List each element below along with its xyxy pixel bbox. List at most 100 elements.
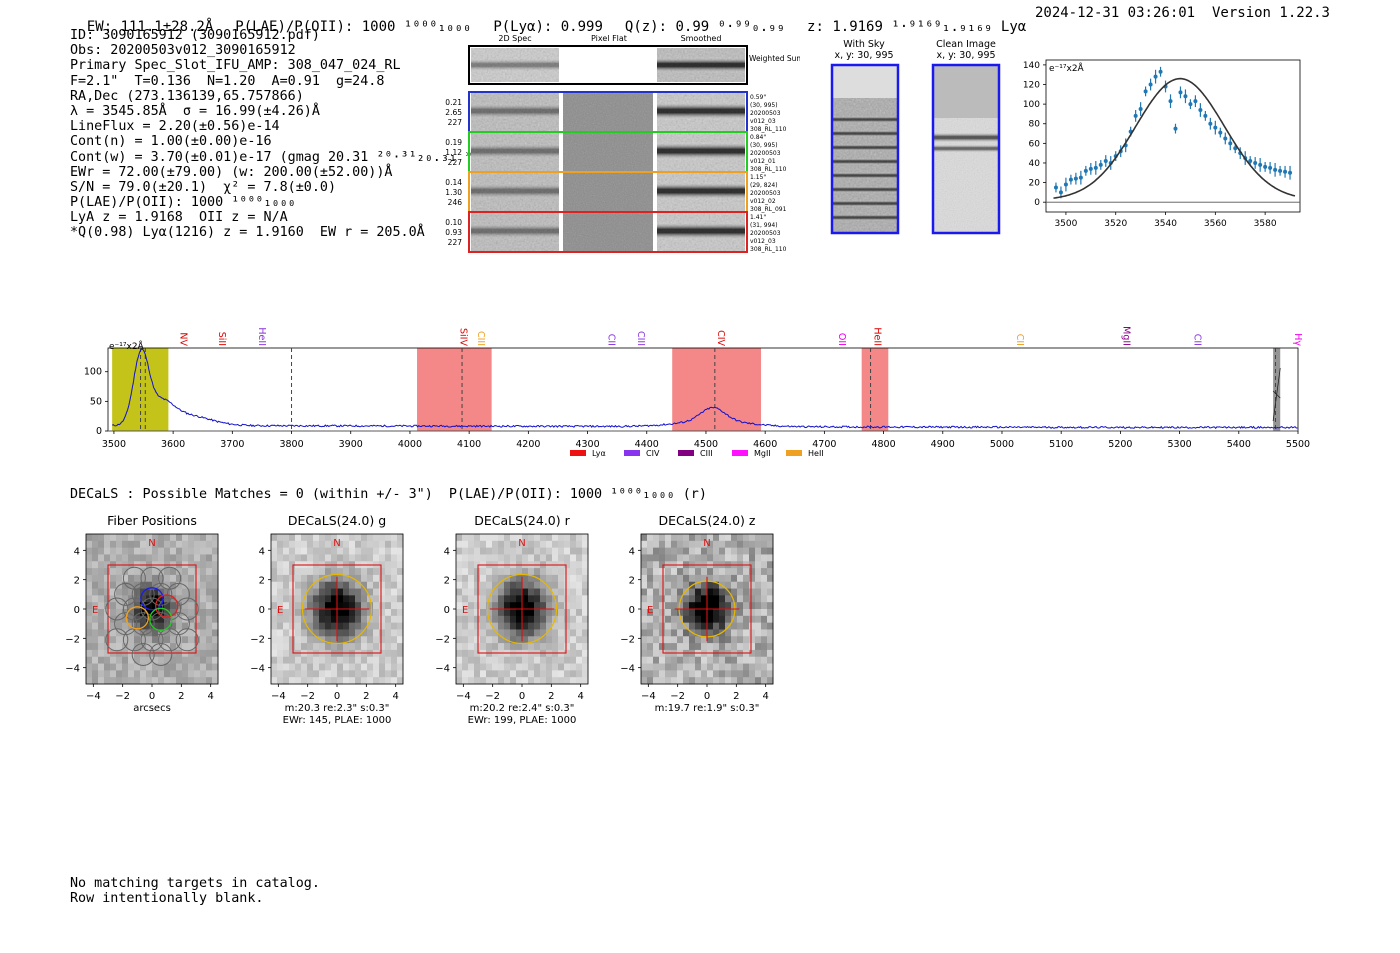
- pixel: [212, 677, 219, 685]
- pixel: [653, 609, 660, 617]
- pixel: [725, 534, 732, 542]
- fiber-circle: [158, 628, 182, 652]
- fit-data-point: [1223, 136, 1228, 141]
- pixel: [313, 643, 320, 651]
- pixel: [182, 540, 189, 549]
- pixel: [373, 636, 380, 644]
- pixel: [492, 649, 499, 658]
- pixel: [647, 609, 654, 617]
- pixel: [379, 670, 386, 678]
- pixel: [683, 656, 690, 665]
- pixel: [128, 595, 135, 603]
- pixel: [749, 663, 756, 671]
- pixel: [570, 602, 577, 610]
- pixel: [206, 534, 213, 542]
- pixel: [397, 602, 404, 610]
- pixel: [128, 670, 135, 678]
- pixel: [337, 615, 344, 624]
- pixel: [641, 656, 648, 665]
- pixel: [534, 540, 541, 549]
- pixel: [92, 636, 99, 644]
- pixel: [361, 622, 368, 630]
- pixel: [337, 643, 344, 651]
- pixel: [343, 581, 350, 590]
- pixel: [188, 663, 195, 671]
- pixel: [743, 609, 750, 617]
- pixel: [665, 581, 672, 590]
- pixel: [516, 568, 523, 576]
- pixel: [283, 561, 290, 569]
- decals-caption: m:19.7 re:1.9" s:0.3": [655, 703, 760, 714]
- pixel: [200, 554, 207, 562]
- pixel: [343, 547, 350, 555]
- spec2d-trace: [471, 183, 559, 199]
- pixel: [647, 622, 654, 630]
- pixel: [170, 622, 177, 630]
- pixel: [737, 574, 744, 583]
- pixel: [653, 554, 660, 562]
- pixel: [134, 534, 141, 542]
- pixel: [331, 656, 338, 665]
- pixel: [385, 595, 392, 603]
- pixel-flat-noise: [563, 93, 653, 131]
- fiber-stat: 227: [448, 158, 463, 167]
- pixel: [361, 595, 368, 603]
- pixel: [659, 588, 666, 596]
- pixel: [456, 595, 463, 603]
- pixel: [397, 547, 404, 555]
- pixel: [319, 581, 326, 590]
- pixel: [695, 609, 702, 617]
- pixel: [116, 677, 123, 685]
- pixel: [677, 534, 684, 542]
- pixel: [146, 609, 153, 617]
- pixel: [570, 643, 577, 651]
- pixel: [695, 636, 702, 644]
- spec2d-trace: [471, 223, 559, 239]
- pixel: [522, 581, 529, 590]
- pixel: [152, 622, 159, 630]
- pixel: [689, 554, 696, 562]
- pixel: [146, 574, 153, 583]
- info-line: F=2.1" T=0.136 N=1.20 A=0.91 g=24.8: [70, 73, 385, 89]
- emission-line-label: NV: [177, 332, 188, 346]
- clean-title: Clean Image: [936, 39, 996, 50]
- pixel: [313, 622, 320, 630]
- pixel: [92, 670, 99, 678]
- pixel: [379, 574, 386, 583]
- fit-data-point: [1208, 121, 1213, 126]
- pixel: [504, 568, 511, 576]
- pixel: [683, 670, 690, 678]
- pixel: [289, 629, 296, 637]
- pixel: [182, 663, 189, 671]
- pixel: [289, 649, 296, 658]
- pixel: [725, 649, 732, 658]
- pixel: [743, 615, 750, 624]
- pixel: [295, 568, 302, 576]
- pixel: [319, 663, 326, 671]
- pixel: [92, 643, 99, 651]
- pixel: [170, 670, 177, 678]
- pixel: [104, 554, 111, 562]
- fit-data-point: [1078, 175, 1083, 180]
- pixel: [277, 581, 284, 590]
- pixel: [176, 670, 183, 678]
- pixel: [468, 540, 475, 549]
- pixel: [492, 568, 499, 576]
- pixel: [289, 643, 296, 651]
- pixel: [176, 615, 183, 624]
- pixel: [325, 540, 332, 549]
- pixel: [146, 663, 153, 671]
- pixel: [725, 615, 732, 624]
- pixel: [295, 602, 302, 610]
- north-label: N: [333, 538, 340, 549]
- pixel: [474, 595, 481, 603]
- pixel: [176, 547, 183, 555]
- pixel: [480, 670, 487, 678]
- pixel: [731, 581, 738, 590]
- pixel: [665, 595, 672, 603]
- pixel: [647, 643, 654, 651]
- sky-line: [832, 158, 898, 165]
- pixel: [361, 602, 368, 610]
- pixel: [653, 629, 660, 637]
